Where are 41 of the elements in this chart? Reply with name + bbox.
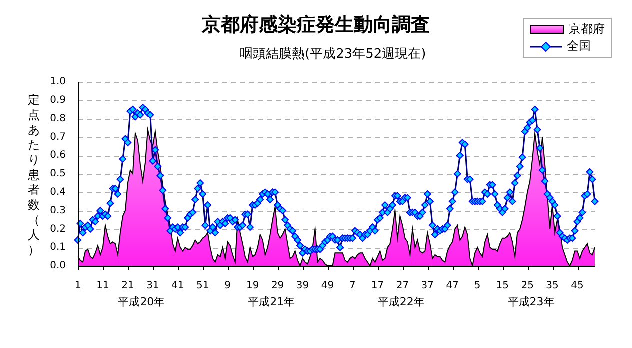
y-tick-label: 0.2	[50, 224, 66, 235]
text: 平成23年	[508, 295, 555, 308]
x-tick-label: 5	[474, 280, 481, 292]
x-tick-label: 47	[446, 280, 460, 292]
x-tick-label: 19	[246, 280, 260, 292]
text: 平成22年	[378, 295, 425, 308]
y-tick-label: 0.6	[50, 150, 66, 162]
x-tick-label: 29	[271, 280, 284, 292]
x-tick-label: 41	[172, 280, 184, 292]
x-tick-label: 11	[96, 280, 110, 292]
text: 定点あたり患者数（人）	[28, 93, 40, 257]
y-tick-label: 0.7	[50, 132, 66, 143]
x-tick-label: 39	[296, 280, 310, 292]
x-tick-label: 27	[396, 280, 410, 292]
chart-title: 京都府感染症発生動向調査	[202, 14, 430, 36]
text: 平成20年	[118, 295, 166, 308]
legend-label: 全国	[567, 38, 591, 55]
x-tick-label: 51	[196, 280, 210, 292]
x-tick-label: 15	[496, 280, 509, 292]
y-tick-label: 0.5	[50, 168, 66, 180]
y-tick-label: 0.4	[50, 186, 66, 198]
legend-label: 京都府	[569, 21, 605, 38]
y-tick-label: 0.8	[50, 113, 66, 124]
x-tick-label: 9	[224, 280, 232, 292]
x-tick-label: 7	[350, 280, 356, 292]
y-tick-label: 0.1	[50, 242, 66, 254]
x-tick-label: 17	[371, 280, 384, 292]
y-tick-label: 0.3	[50, 205, 66, 216]
x-tick-label: 37	[421, 280, 434, 292]
x-tick-label: 31	[146, 280, 160, 292]
x-tick-label: 1	[74, 280, 82, 292]
y-tick-label: 1.0	[50, 76, 66, 88]
chart-subtitle: 咽頭結膜熱(平成23年52週現在)	[240, 46, 426, 63]
y-tick-label: 0.0	[50, 260, 66, 272]
y-tick-label: 0.9	[50, 94, 66, 106]
x-tick-label: 25	[521, 280, 534, 292]
x-tick-label: 45	[571, 280, 584, 292]
x-tick-label: 49	[321, 280, 334, 292]
x-tick-label: 35	[546, 280, 559, 292]
text: 平成21年	[248, 295, 296, 308]
x-tick-label: 21	[122, 280, 134, 292]
